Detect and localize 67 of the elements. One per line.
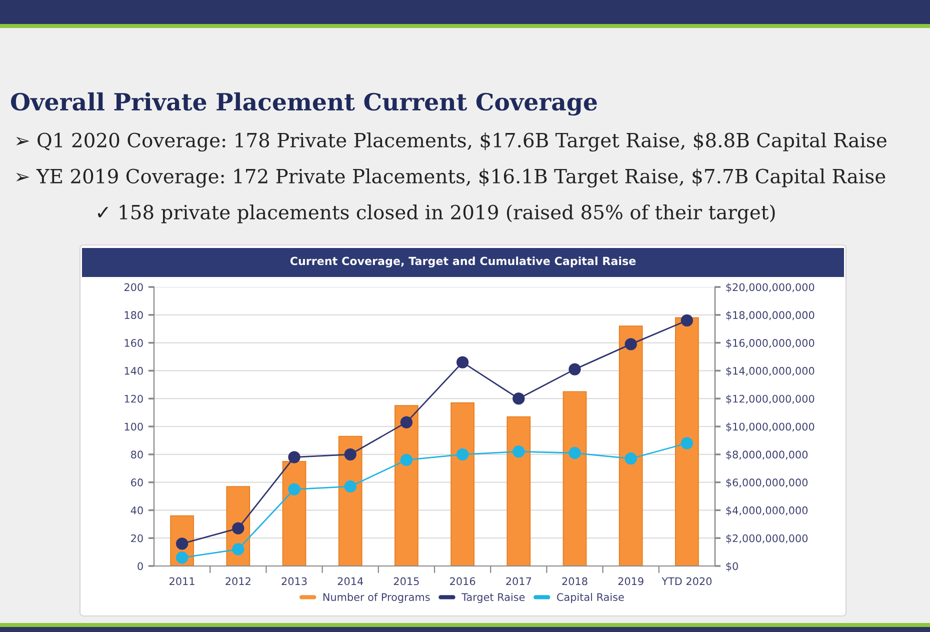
x-tick-label: 2019 [618, 577, 644, 586]
text: ➢ YE 2019 Coverage: 172 Private Placements, $16.1B Target Raise, $7.7B Capital Raise [16, 168, 886, 188]
point [624, 338, 637, 350]
x-tick-label: 2018 [562, 577, 588, 586]
legend-label: Target Raise [462, 592, 525, 604]
y2-tick-label: $14,000,000,000 [726, 366, 814, 376]
y2-tick-label: $4,000,000,000 [726, 506, 808, 516]
point [344, 480, 356, 493]
y2-tick-label: $12,000,000,000 [726, 394, 814, 404]
text: ✓ 158 private placements closed in 2019 (raised 85% of their target) [98, 204, 775, 224]
bar [450, 402, 474, 566]
text: ➢ Q1 2020 Coverage: 178 Private Placements, $17.6B Target Raise, $8.8B Capital Raise [16, 132, 886, 152]
y-tick-label: 120 [124, 394, 143, 403]
x-tick-label: 2013 [282, 577, 307, 586]
y-tick-label: 200 [124, 283, 143, 292]
point [680, 437, 694, 450]
x-tick-label: 2012 [226, 577, 250, 586]
y-tick-label: 140 [124, 366, 143, 375]
bar [675, 317, 699, 566]
y2-tick-label: $8,000,000,000 [726, 450, 808, 460]
x-tick-label: 2014 [338, 577, 364, 586]
y-tick-label: 160 [124, 339, 143, 347]
point [344, 448, 356, 460]
bar [394, 405, 418, 566]
bar [618, 326, 643, 566]
y-tick-label: 80 [131, 450, 143, 459]
y-tick-label: 20 [131, 534, 143, 542]
y-tick-label: 180 [124, 311, 143, 320]
point [568, 363, 581, 376]
y2-tick-label: $16,000,000,000 [726, 338, 814, 348]
x-tick-label: 2015 [394, 577, 419, 586]
x-tick-label: 2016 [450, 577, 476, 586]
point [512, 446, 525, 458]
point [288, 483, 300, 496]
y2-tick-label: $10,000,000,000 [726, 422, 814, 432]
point [176, 552, 188, 564]
y2-tick-label: $20,000,000,000 [726, 283, 814, 292]
point [232, 522, 244, 534]
x-tick-label: 2017 [506, 577, 532, 586]
point [288, 451, 300, 464]
x-tick-label: 2011 [170, 577, 194, 586]
bar [282, 460, 306, 566]
y2-tick-label: $18,000,000,000 [726, 310, 814, 320]
point [456, 448, 469, 460]
y2-tick-label: $0 [726, 562, 738, 572]
chart-subtitle: Current Coverage, Target and Cumulative Capital Raise [290, 256, 636, 268]
point [680, 314, 694, 327]
y2-tick-label: $6,000,000,000 [726, 478, 808, 488]
legend-label: Capital Raise [557, 592, 624, 604]
bar [338, 436, 362, 566]
point [456, 356, 469, 368]
chart-title: Overall Private Placement Current Coverage [10, 92, 597, 116]
y-tick-label: 0 [138, 562, 143, 570]
point [568, 446, 581, 460]
point [400, 454, 413, 466]
legend-label: Number of Programs [323, 592, 430, 604]
bar [562, 391, 587, 566]
y2-tick-label: $2,000,000,000 [726, 534, 808, 544]
x-tick-label: YTD 2020 [662, 577, 712, 586]
point [624, 452, 637, 465]
bar [506, 416, 531, 566]
y-tick-label: 100 [124, 422, 143, 431]
point [232, 543, 244, 556]
point [512, 392, 525, 405]
y-tick-label: 40 [130, 506, 143, 514]
y-tick-label: 60 [131, 478, 143, 486]
point [400, 416, 413, 428]
